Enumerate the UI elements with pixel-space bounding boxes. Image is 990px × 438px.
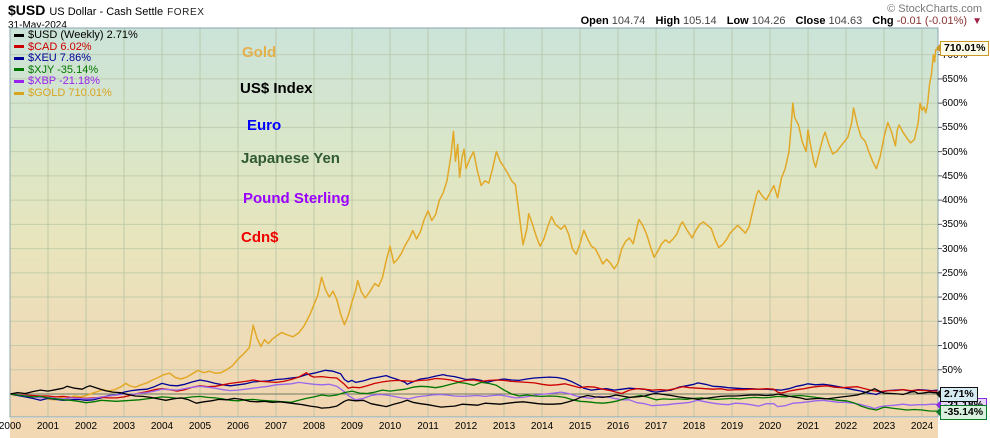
low-value: 104.26	[751, 15, 786, 27]
down-triangle-icon: ▼	[972, 16, 982, 27]
x-tick-label: 2020	[758, 421, 782, 432]
series-line-usd	[9, 385, 939, 409]
series-legend: $USD (Weekly) 2.71% $CAD 6.02% $XEU 7.86% $…	[14, 29, 138, 100]
x-tick-label: 2011	[417, 421, 439, 432]
high-value: 105.14	[683, 15, 717, 27]
x-tick-label: 2022	[834, 421, 858, 432]
chart-subheader: 31-May-2024 Open 104.74 High 105.14 Low …	[8, 15, 982, 31]
x-tick-label: 2015	[568, 421, 592, 432]
x-tick-label: 2004	[150, 421, 174, 432]
annotation-gold: Gold	[242, 44, 277, 61]
x-tick-label: 2005	[188, 421, 212, 432]
y-tick-label: 450%	[942, 170, 968, 182]
x-tick-label: 2007	[264, 421, 288, 432]
security-name: US Dollar - Cash Settle	[49, 6, 164, 18]
legend-swatch-icon	[14, 45, 24, 49]
x-tick-label: 2023	[872, 421, 896, 432]
x-tick-label: 2010	[378, 421, 402, 432]
legend-swatch-icon	[14, 33, 24, 37]
legend-swatch-icon	[14, 91, 24, 95]
x-tick-label: 2008	[302, 421, 326, 432]
legend-swatch-icon	[14, 79, 24, 83]
y-tick-label: 250%	[942, 267, 968, 279]
open-label: Open	[580, 15, 609, 27]
legend-item-cad: $CAD 6.02%	[14, 41, 138, 54]
series-line-xeu	[9, 369, 939, 401]
x-tick-label: 2002	[74, 421, 98, 432]
y-tick-label: 50%	[942, 364, 963, 376]
x-tick-label: 2000	[0, 421, 22, 432]
legend-item-usd: $USD (Weekly) 2.71%	[14, 29, 138, 42]
close-label: Close	[795, 15, 826, 27]
exchange-label: FOREX	[167, 7, 205, 18]
annotation-cdn-: Cdn$	[241, 229, 279, 246]
chart-header: $USD US Dollar - Cash Settle FOREX © Stock…	[8, 2, 982, 18]
y-tick-label: 600%	[942, 98, 968, 110]
legend-item-xjy: $XJY -35.14%	[14, 64, 138, 77]
low-label: Low	[726, 15, 749, 27]
close-value: 104.63	[828, 15, 863, 27]
legend-swatch-icon	[14, 56, 24, 60]
y-tick-label: 350%	[942, 219, 968, 231]
price-flag-usd: 2.71%	[936, 387, 978, 402]
x-tick-label: 2017	[644, 421, 668, 432]
annotation-japanese-yen: Japanese Yen	[241, 150, 340, 167]
x-tick-label: 2003	[112, 421, 136, 432]
x-tick-label: 2009	[340, 421, 364, 432]
open-value: 104.74	[611, 15, 646, 27]
x-tick-label: 2019	[720, 421, 744, 432]
x-tick-label: 2018	[682, 421, 706, 432]
legend-item-gold: $GOLD 710.01%	[14, 87, 138, 100]
high-label: High	[655, 15, 680, 27]
ticker-symbol: $USD	[8, 2, 46, 18]
legend-item-xeu: $XEU 7.86%	[14, 53, 138, 65]
stockcharts-copyright-link[interactable]: © StockCharts.com	[887, 3, 982, 15]
series-line-xbp	[9, 381, 939, 410]
y-tick-label: 200%	[942, 292, 968, 304]
chart-date: 31-May-2024	[8, 20, 67, 31]
price-flag-gold: 710.01%	[935, 41, 990, 56]
chg-value: -0.01 (-0.01%)	[896, 15, 968, 27]
y-tick-label: 500%	[942, 146, 968, 158]
chg-label: Chg	[872, 15, 894, 27]
y-tick-label: 100%	[942, 340, 968, 352]
price-flag-xjy: -35.14%	[935, 405, 988, 420]
x-tick-label: 2014	[530, 421, 554, 432]
x-tick-label: 2006	[226, 421, 250, 432]
y-tick-label: 550%	[942, 122, 968, 134]
x-tick-label: 2016	[606, 421, 630, 432]
y-tick-label: 650%	[942, 73, 968, 85]
x-tick-label: 2024	[910, 421, 934, 432]
ohlc-quote-bar: Open 104.74 High 105.14 Low 104.26 Close…	[574, 15, 982, 27]
legend-swatch-icon	[14, 68, 24, 72]
x-tick-label: 2013	[492, 421, 516, 432]
y-tick-label: 300%	[942, 243, 968, 255]
x-tick-label: 2001	[36, 421, 60, 432]
annotation-us-index: US$ Index	[240, 80, 313, 97]
series-line-gold	[9, 49, 938, 401]
y-tick-label: 400%	[942, 195, 968, 207]
y-tick-label: 150%	[942, 316, 968, 328]
annotation-pound-sterling: Pound Sterling	[243, 190, 350, 207]
x-tick-label: 2021	[796, 421, 820, 432]
x-tick-label: 2012	[454, 421, 478, 432]
legend-item-xbp: $XBP -21.18%	[14, 76, 138, 88]
annotation-euro: Euro	[247, 117, 282, 134]
